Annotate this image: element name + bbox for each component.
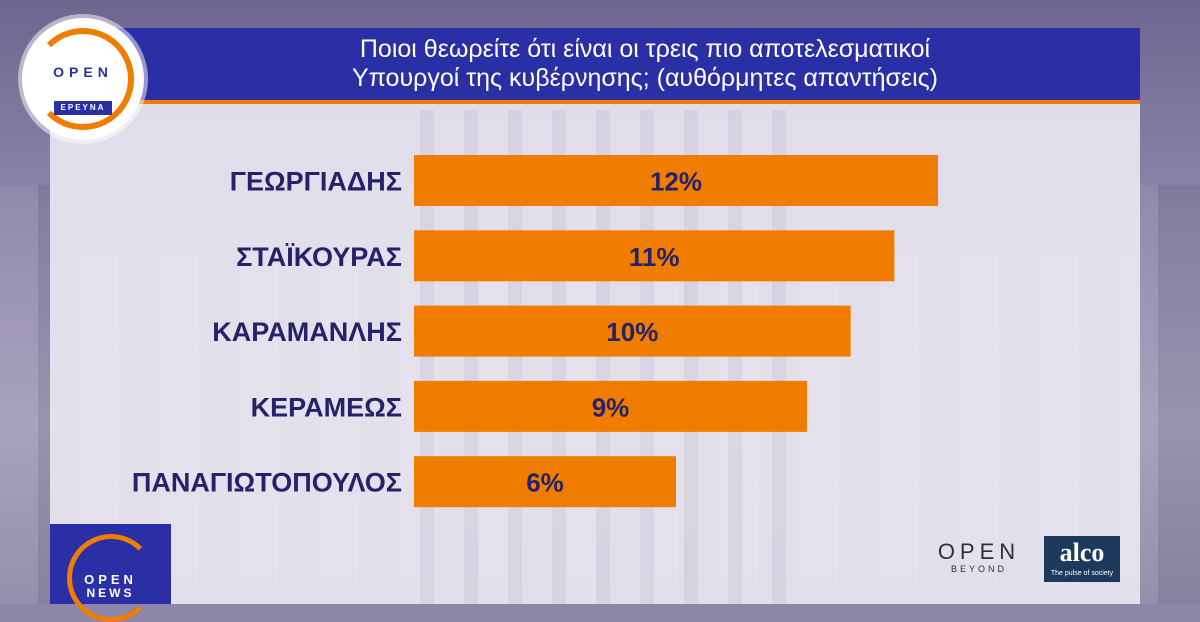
category-label-1: ΓΕΩΡΓΙΑΔΗΣ [230,167,402,197]
open-erevna-logo: OPEN ΕΡΕΥΝΑ [22,18,144,140]
bar-3 [414,305,851,357]
value-label-3: 10% [606,317,658,347]
bar-chart: ΓΕΩΡΓΙΑΔΗΣ 12% ΣΤΑΪΚΟΥΡΑΣ 11% ΚΑΡΑΜΑΝΛΗΣ 10% Κ… [132,155,938,508]
beyond-sub-text: BEYOND [950,564,1007,574]
alco-name-text: alco [1059,538,1105,567]
category-label-3: ΚΑΡΑΜΑΝΛΗΣ [212,317,402,347]
value-label-5: 6% [526,468,564,498]
open-news-news-text: NEWS [86,586,135,600]
chart-title: Ποιοι θεωρείτε ότι είναι οι τρεις πιο απ… [170,35,1120,93]
logo-erevna-text: ΕΡΕΥΝΑ [54,101,112,115]
logo-ring-icon [32,28,134,130]
title-bar: Ποιοι θεωρείτε ότι είναι οι τρεις πιο απ… [50,28,1140,104]
value-label-1: 12% [650,167,702,197]
value-label-2: 11% [629,242,680,272]
category-label-5: ΠΑΝΑΓΙΩΤΟΠΟΥΛΟΣ [132,468,402,498]
bar-1 [414,155,938,206]
alco-logo: alco The pulse of society [1044,536,1120,582]
chart-title-line1: Ποιοι θεωρείτε ότι είναι οι τρεις πιο απ… [359,35,931,63]
open-beyond-logo: OPEN BEYOND [934,539,1024,575]
bar-2 [414,230,895,282]
bar-5 [414,456,676,508]
open-news-open-text: OPEN [84,572,137,587]
alco-tagline-text: The pulse of society [1050,570,1114,577]
value-label-4: 9% [592,392,630,422]
category-label-4: ΚΕΡΑΜΕΩΣ [251,392,402,422]
open-news-logo: OPEN NEWS [50,524,171,622]
bar-4 [414,380,807,432]
logo-open-text: OPEN [53,64,113,80]
beyond-open-text: OPEN [937,539,1021,564]
chart-title-line2: Υπουργοί της κυβέρνησης; (αυθόρμητες απα… [351,64,939,92]
category-label-2: ΣΤΑΪΚΟΥΡΑΣ [236,242,402,272]
